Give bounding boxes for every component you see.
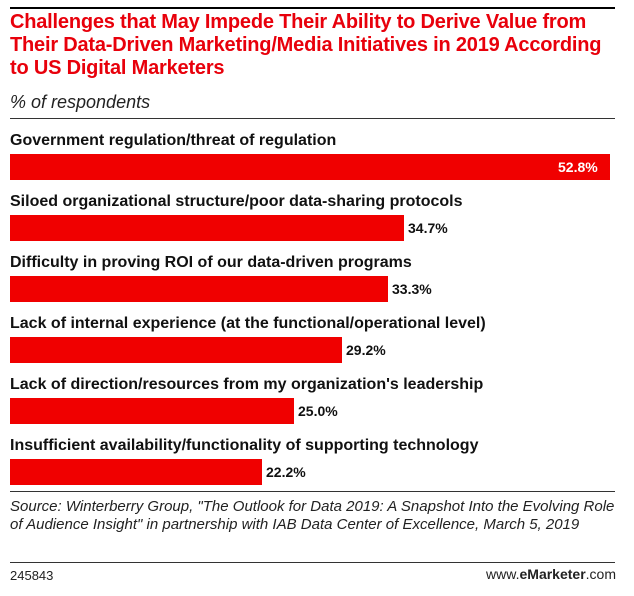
- bar: [10, 398, 294, 424]
- footer-divider: [10, 562, 615, 563]
- value-label: 22.2%: [266, 464, 306, 480]
- chart-id: 245843: [10, 568, 54, 583]
- category-label: Lack of direction/resources from my orga…: [10, 376, 484, 393]
- bar: [10, 337, 342, 363]
- value-label: 33.3%: [392, 281, 432, 297]
- value-label: 29.2%: [346, 342, 386, 358]
- header-divider: [10, 118, 615, 119]
- category-label: Lack of internal experience (at the func…: [10, 315, 486, 332]
- value-label: 52.8%: [558, 159, 598, 175]
- category-label: Siloed organizational structure/poor dat…: [10, 193, 463, 210]
- category-label: Government regulation/threat of regulati…: [10, 132, 337, 149]
- category-label: Difficulty in proving ROI of our data-dr…: [10, 254, 412, 271]
- brand-link[interactable]: www.eMarketer.com: [486, 566, 616, 582]
- value-label: 25.0%: [298, 403, 338, 419]
- source-note: Source: Winterberry Group, "The Outlook …: [10, 498, 615, 533]
- bar-chart: Government regulation/threat of regulati…: [0, 120, 634, 488]
- top-rule: [10, 7, 615, 9]
- value-label: 34.7%: [408, 220, 448, 236]
- bar: [10, 154, 610, 180]
- brand-prefix: www.: [486, 566, 520, 582]
- chart-subtitle: % of respondents: [10, 92, 151, 112]
- bar: [10, 459, 262, 485]
- brand-suffix: .com: [585, 566, 616, 582]
- bar: [10, 276, 388, 302]
- chart-title: Challenges that May Impede Their Ability…: [10, 11, 602, 79]
- bar: [10, 215, 404, 241]
- brand-name: eMarketer: [519, 566, 586, 582]
- source-divider: [10, 491, 615, 492]
- category-label: Insufficient availability/functionality …: [10, 437, 479, 454]
